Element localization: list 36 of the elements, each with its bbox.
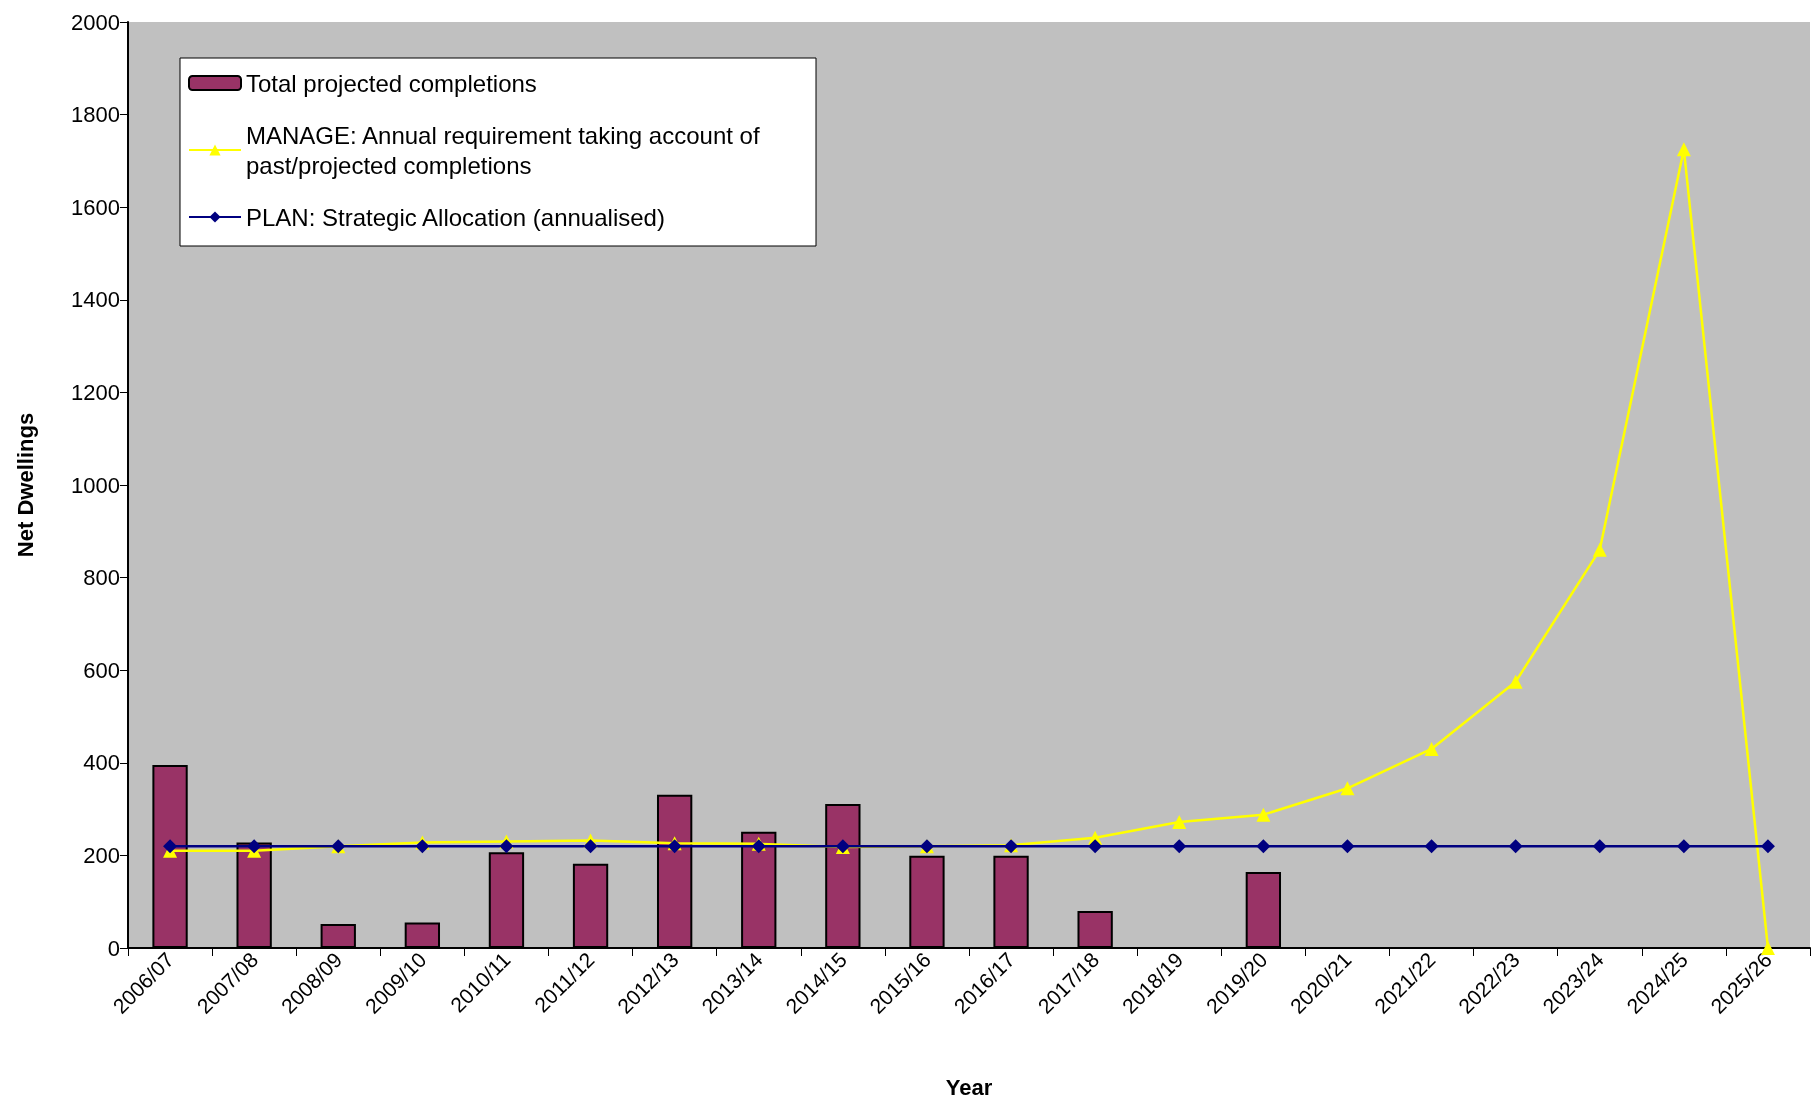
point xyxy=(1508,839,1523,854)
legend-label: PLAN: Strategic Allocation (annualised) xyxy=(246,203,665,231)
y-tick-label: 600 xyxy=(83,657,120,683)
point xyxy=(499,839,514,854)
point xyxy=(1088,839,1103,854)
y-tick-label: 1800 xyxy=(71,102,120,128)
y-tick-label: 1000 xyxy=(71,472,120,498)
point xyxy=(1340,781,1355,796)
y-tick-label: 1200 xyxy=(71,379,120,405)
point xyxy=(1676,142,1691,157)
y-axis-title: Net Dwellings xyxy=(12,412,38,558)
point xyxy=(1172,839,1187,854)
point xyxy=(415,839,430,854)
point xyxy=(1424,839,1439,854)
y-tick-label: 1400 xyxy=(71,287,120,313)
x-axis-title: Year xyxy=(945,1074,993,1100)
y-tick-label: 200 xyxy=(83,842,120,868)
point xyxy=(1424,741,1439,756)
point xyxy=(1256,807,1271,822)
point xyxy=(1592,542,1607,557)
point xyxy=(1340,839,1355,854)
point xyxy=(247,839,262,854)
legend-label: Total projected completions xyxy=(246,69,537,97)
point xyxy=(163,839,178,854)
point xyxy=(583,839,598,854)
y-tick-label: 400 xyxy=(83,750,120,776)
point xyxy=(1256,839,1271,854)
point xyxy=(1676,839,1691,854)
y-tick-label: 1600 xyxy=(71,194,120,220)
legend-label: MANAGE: Annual requirement taking account of past/projected completions xyxy=(246,121,767,179)
y-tick-label: 2000 xyxy=(71,9,120,35)
point xyxy=(1592,839,1607,854)
point xyxy=(1172,815,1187,830)
point xyxy=(1760,839,1775,854)
y-tick-label: 800 xyxy=(83,565,120,591)
point xyxy=(1508,674,1523,689)
